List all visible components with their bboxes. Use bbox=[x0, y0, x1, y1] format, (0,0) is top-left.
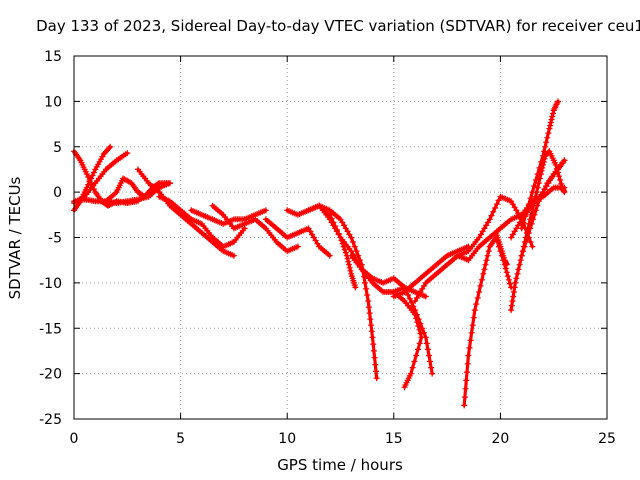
x-tick-label: 10 bbox=[278, 431, 296, 447]
series-track-6 bbox=[135, 166, 237, 259]
y-axis: -25 -20 -15 -10 -5 0 5 10 15 bbox=[39, 49, 607, 428]
y-tick-label: 5 bbox=[53, 140, 62, 156]
x-tick-label: 5 bbox=[176, 431, 185, 447]
series-track-7 bbox=[156, 193, 248, 250]
series-track-11 bbox=[284, 202, 380, 382]
series-track-15 bbox=[390, 289, 425, 391]
series-track-23 bbox=[518, 157, 568, 259]
series-track-10 bbox=[262, 216, 333, 259]
y-tick-label: -25 bbox=[39, 412, 62, 428]
chart-title: Day 133 of 2023, Sidereal Day-to-day VTE… bbox=[36, 17, 640, 35]
y-tick-label: -20 bbox=[39, 367, 62, 383]
y-tick-label: -10 bbox=[39, 276, 62, 292]
series-track-19b bbox=[493, 230, 510, 268]
series-track-17 bbox=[412, 211, 525, 304]
y-tick-label: 15 bbox=[44, 49, 62, 65]
y-tick-label: 10 bbox=[44, 94, 62, 110]
series-track-9 bbox=[209, 202, 301, 255]
series-track-14 bbox=[348, 252, 436, 377]
series-track-5 bbox=[103, 175, 173, 205]
x-axis: 0 5 10 15 20 25 bbox=[70, 56, 616, 447]
series-markers bbox=[209, 202, 301, 255]
y-axis-label: SDTVAR / TECUs bbox=[6, 176, 24, 299]
y-tick-label: -5 bbox=[48, 231, 62, 247]
y-tick-label: -15 bbox=[39, 321, 62, 337]
y-tick-label: 0 bbox=[53, 185, 62, 201]
series-markers bbox=[135, 166, 237, 259]
series-track-24 bbox=[518, 184, 568, 218]
x-tick-label: 0 bbox=[70, 431, 79, 447]
series-markers bbox=[188, 207, 269, 227]
x-tick-label: 20 bbox=[491, 431, 509, 447]
series-layer bbox=[71, 98, 568, 409]
x-tick-label: 15 bbox=[385, 431, 403, 447]
x-tick-label: 25 bbox=[598, 431, 616, 447]
series-track-16 bbox=[390, 243, 472, 300]
series-markers bbox=[518, 184, 568, 218]
series-markers bbox=[348, 252, 436, 377]
x-axis-label: GPS time / hours bbox=[277, 456, 403, 474]
series-markers bbox=[493, 230, 510, 268]
series-markers bbox=[262, 216, 333, 259]
series-markers bbox=[412, 211, 525, 304]
series-markers bbox=[156, 193, 248, 250]
series-markers bbox=[390, 243, 472, 300]
